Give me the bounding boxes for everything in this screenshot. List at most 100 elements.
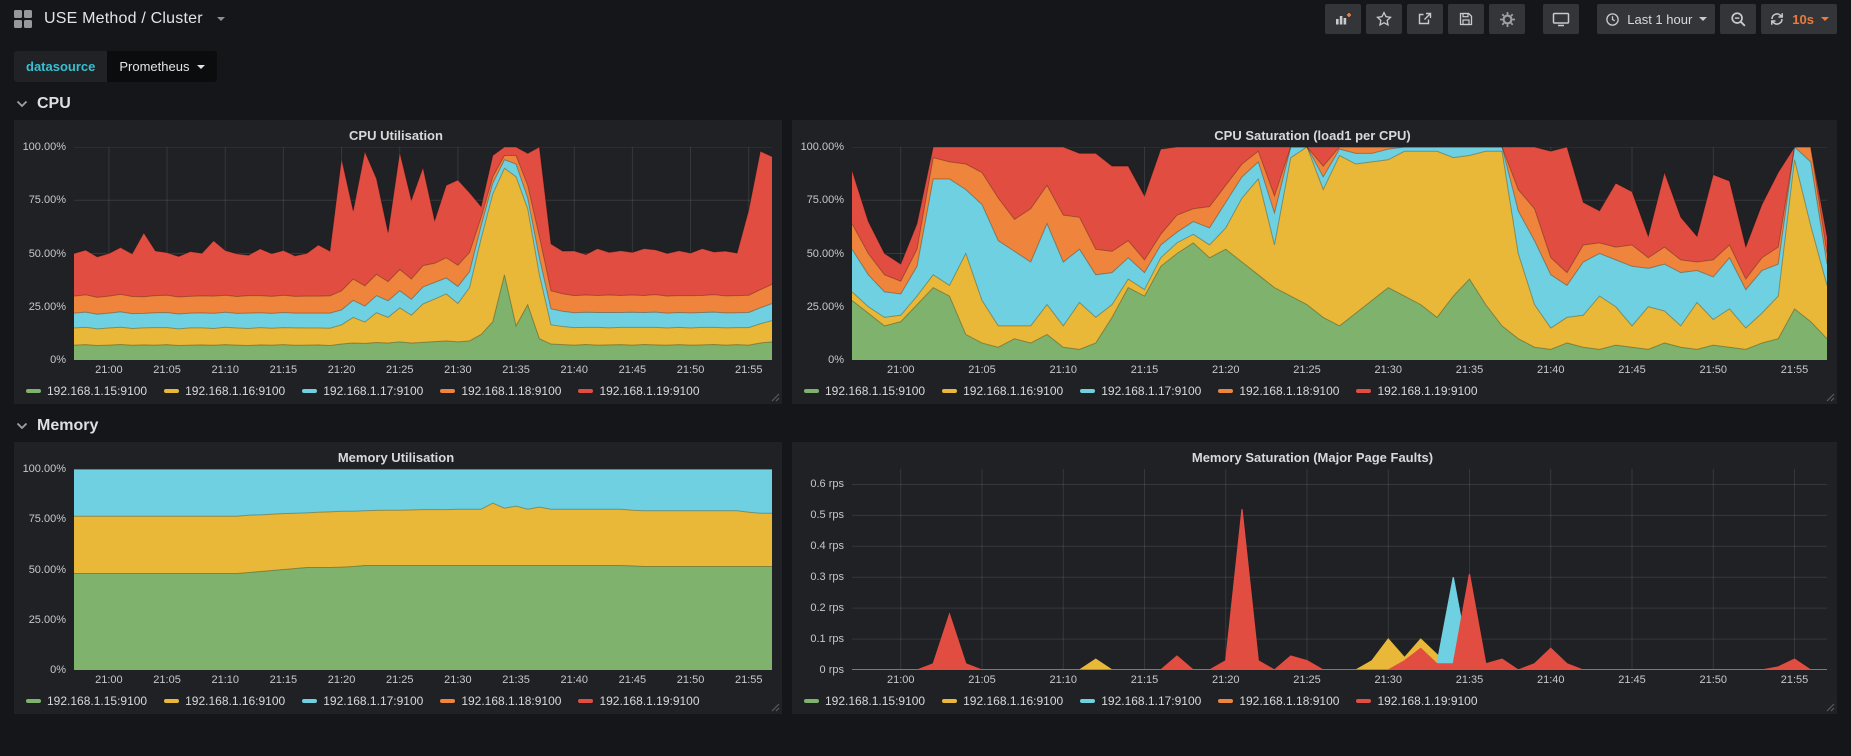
x-tick-label: 21:45 xyxy=(618,674,647,686)
legend-swatch xyxy=(804,389,819,393)
y-tick-label: 100.00% xyxy=(22,463,66,475)
y-tick-label: 0.6 rps xyxy=(810,478,844,491)
x-tick-label: 21:00 xyxy=(95,364,123,376)
time-range-picker[interactable]: Last 1 hour xyxy=(1597,4,1716,34)
legend-label: 192.168.1.17:9100 xyxy=(323,384,424,398)
section-label-memory: Memory xyxy=(37,417,99,434)
datasource-dropdown[interactable]: Prometheus xyxy=(107,51,218,82)
dashboard-settings-button[interactable] xyxy=(1489,4,1526,34)
legend-item[interactable]: 192.168.1.15:9100 xyxy=(804,384,925,398)
x-tick-label: 21:30 xyxy=(1374,674,1403,686)
legend-item[interactable]: 192.168.1.16:9100 xyxy=(942,694,1063,708)
legend-item[interactable]: 192.168.1.18:9100 xyxy=(440,384,561,398)
save-button[interactable] xyxy=(1448,4,1485,34)
dashboard-title-caret-icon[interactable] xyxy=(216,17,225,21)
panel-title[interactable]: CPU Saturation (load1 per CPU) xyxy=(1214,128,1411,143)
legend-item[interactable]: 192.168.1.15:9100 xyxy=(26,694,147,708)
panel-title[interactable]: Memory Saturation (Major Page Faults) xyxy=(1191,450,1434,465)
panel-resize-handle[interactable] xyxy=(1826,393,1835,402)
y-axis: 0.6 rps 0.5 rps 0.4 rps 0.3 rps 0.2 rps 0.1 r… xyxy=(798,469,852,690)
x-tick-label: 21:05 xyxy=(968,364,996,376)
datasource-value: Prometheus xyxy=(119,59,190,74)
y-tick-label: 50.00% xyxy=(806,247,844,260)
legend-item[interactable]: 192.168.1.16:9100 xyxy=(164,694,285,708)
monitor-icon xyxy=(1553,12,1570,27)
save-icon xyxy=(1460,12,1473,26)
legend-swatch xyxy=(26,389,41,393)
x-tick-label: 21:40 xyxy=(1536,674,1565,686)
x-axis: 21:00 21:05 21:10 21:15 21:20 21:25 21:30 21:35… xyxy=(74,670,772,690)
chart-plot[interactable] xyxy=(74,147,772,360)
legend-item[interactable]: 192.168.1.17:9100 xyxy=(1080,694,1201,708)
legend-item[interactable]: 192.168.1.16:9100 xyxy=(164,384,285,398)
x-tick-label: 21:05 xyxy=(153,674,181,686)
legend-label: 192.168.1.15:9100 xyxy=(825,694,926,708)
y-tick-label: 0.5 rps xyxy=(810,509,844,522)
legend-item[interactable]: 192.168.1.19:9100 xyxy=(578,384,700,398)
panel-resize-handle[interactable] xyxy=(771,393,780,402)
chart-plot[interactable] xyxy=(852,469,1827,670)
refresh-button[interactable]: 10s xyxy=(1761,4,1837,34)
x-tick-label: 21:00 xyxy=(886,674,915,686)
legend-item[interactable]: 192.168.1.17:9100 xyxy=(1080,384,1201,398)
x-tick-label: 21:50 xyxy=(676,674,705,686)
legend-item[interactable]: 192.168.1.18:9100 xyxy=(440,694,561,708)
x-tick-label: 21:55 xyxy=(734,364,763,376)
legend-item[interactable]: 192.168.1.19:9100 xyxy=(1356,384,1478,398)
legend-item[interactable]: 192.168.1.17:9100 xyxy=(302,384,423,398)
legend-label: 192.168.1.19:9100 xyxy=(599,694,700,708)
gear-icon xyxy=(1499,11,1515,27)
chart-legend: 192.168.1.15:9100 192.168.1.16:9100 192.16… xyxy=(20,380,772,402)
legend-item[interactable]: 192.168.1.15:9100 xyxy=(26,384,147,398)
legend-label: 192.168.1.15:9100 xyxy=(47,384,148,398)
legend-item[interactable]: 192.168.1.17:9100 xyxy=(302,694,423,708)
y-tick-label: 100.00% xyxy=(22,141,66,153)
y-axis: 100.00% 75.00% 50.00% 25.00% 0% xyxy=(20,463,74,690)
star-button[interactable] xyxy=(1366,4,1403,34)
x-tick-label: 21:00 xyxy=(95,674,123,686)
x-axis: 21:00 21:05 21:10 21:15 21:20 21:25 21:30 21:35… xyxy=(852,670,1827,690)
star-icon xyxy=(1376,11,1393,27)
legend-item[interactable]: 192.168.1.18:9100 xyxy=(1218,694,1339,708)
x-tick-label: 21:20 xyxy=(1211,364,1240,376)
share-button[interactable] xyxy=(1407,4,1444,34)
cycle-view-mode-button[interactable] xyxy=(1543,4,1580,34)
legend-label: 192.168.1.18:9100 xyxy=(461,384,562,398)
panel-resize-handle[interactable] xyxy=(771,703,780,712)
top-navbar: USE Method / Cluster xyxy=(0,0,1851,38)
legend-swatch xyxy=(1218,389,1234,393)
dashboard-title[interactable]: USE Method / Cluster xyxy=(44,10,203,27)
section-header-cpu[interactable]: CPU xyxy=(16,95,1851,113)
refresh-icon xyxy=(1771,13,1784,25)
y-tick-label: 0.3 rps xyxy=(810,571,844,584)
datasource-caret-icon xyxy=(197,64,206,69)
x-tick-label: 21:15 xyxy=(1130,674,1159,686)
legend-item[interactable]: 192.168.1.19:9100 xyxy=(578,694,700,708)
panel-title[interactable]: Memory Utilisation xyxy=(337,450,455,465)
chart-plot[interactable] xyxy=(852,147,1827,360)
panel-resize-handle[interactable] xyxy=(1826,703,1835,712)
submenu-variables: datasource Prometheus xyxy=(14,51,1851,82)
legend-swatch xyxy=(164,699,180,703)
y-tick-label: 25.00% xyxy=(28,613,66,626)
chart-legend: 192.168.1.15:9100 192.168.1.16:9100 192.16… xyxy=(798,690,1827,712)
zoom-out-button[interactable] xyxy=(1720,4,1757,34)
add-panel-button[interactable] xyxy=(1325,4,1362,34)
y-tick-label: 0% xyxy=(50,664,66,676)
dashboard-grid-icon[interactable] xyxy=(14,10,32,28)
y-tick-label: 100.00% xyxy=(800,141,844,153)
panel-memory-saturation: Memory Saturation (Major Page Faults) 0.… xyxy=(792,442,1837,714)
legend-label: 192.168.1.19:9100 xyxy=(599,384,700,398)
y-tick-label: 0.1 rps xyxy=(810,633,844,646)
refresh-interval-label: 10s xyxy=(1792,11,1814,27)
section-header-memory[interactable]: Memory xyxy=(16,417,1851,435)
legend-item[interactable]: 192.168.1.18:9100 xyxy=(1218,384,1339,398)
panel-title[interactable]: CPU Utilisation xyxy=(349,128,443,143)
legend-swatch xyxy=(26,699,41,703)
legend-item[interactable]: 192.168.1.15:9100 xyxy=(804,694,925,708)
legend-item[interactable]: 192.168.1.16:9100 xyxy=(942,384,1063,398)
y-tick-label: 50.00% xyxy=(28,563,66,576)
chart-legend: 192.168.1.15:9100 192.168.1.16:9100 192.16… xyxy=(20,690,772,712)
legend-item[interactable]: 192.168.1.19:9100 xyxy=(1356,694,1478,708)
chart-plot[interactable] xyxy=(74,469,772,670)
